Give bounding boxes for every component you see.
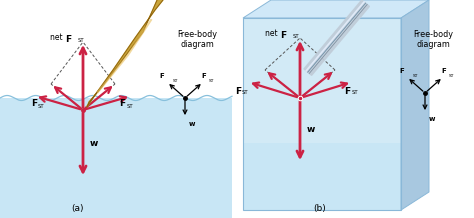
Bar [0, 98, 232, 218]
Text: ST: ST [78, 39, 85, 44]
Text: ST: ST [293, 34, 300, 39]
Text: ST: ST [173, 79, 178, 83]
Polygon shape [243, 0, 429, 18]
Text: net: net [50, 34, 65, 43]
Text: ST: ST [449, 74, 455, 78]
Text: $\mathbf{w}$: $\mathbf{w}$ [306, 126, 316, 135]
Bar [243, 18, 401, 143]
Text: $\mathbf{F}$: $\mathbf{F}$ [65, 32, 73, 44]
Text: $\mathbf{w}$: $\mathbf{w}$ [428, 115, 436, 123]
Text: $\mathbf{F}$: $\mathbf{F}$ [441, 66, 447, 75]
Text: (a): (a) [72, 204, 84, 213]
Polygon shape [304, 0, 369, 75]
Text: $\mathbf{w}$: $\mathbf{w}$ [89, 140, 99, 148]
Text: $\mathbf{w}$: $\mathbf{w}$ [188, 120, 196, 128]
Text: $\mathbf{F}$: $\mathbf{F}$ [159, 71, 165, 80]
Text: ST: ST [242, 90, 249, 95]
Bar [243, 18, 401, 210]
Text: ST: ST [209, 79, 214, 83]
Text: $\mathbf{F}$: $\mathbf{F}$ [31, 97, 38, 109]
Text: $\mathbf{F}$: $\mathbf{F}$ [399, 66, 405, 75]
Text: $\mathbf{F}$: $\mathbf{F}$ [344, 85, 351, 95]
Text: ST: ST [38, 104, 45, 109]
Polygon shape [401, 0, 429, 210]
Text: (b): (b) [314, 204, 327, 213]
Bar [0, 0, 232, 98]
Polygon shape [87, 0, 163, 107]
Text: $\mathbf{F}$: $\mathbf{F}$ [201, 71, 207, 80]
Text: Free-body
diagram: Free-body diagram [177, 30, 217, 49]
Text: $\mathbf{F}$: $\mathbf{F}$ [280, 29, 287, 39]
Text: $\mathbf{F}$: $\mathbf{F}$ [235, 85, 242, 95]
Text: net: net [265, 29, 280, 39]
Text: Free-body
diagram: Free-body diagram [413, 30, 453, 49]
Text: ST: ST [127, 104, 134, 109]
Text: ST: ST [352, 90, 359, 95]
Text: $\mathbf{F}$: $\mathbf{F}$ [119, 97, 127, 109]
Bar [243, 18, 401, 210]
Text: ST: ST [413, 74, 419, 78]
